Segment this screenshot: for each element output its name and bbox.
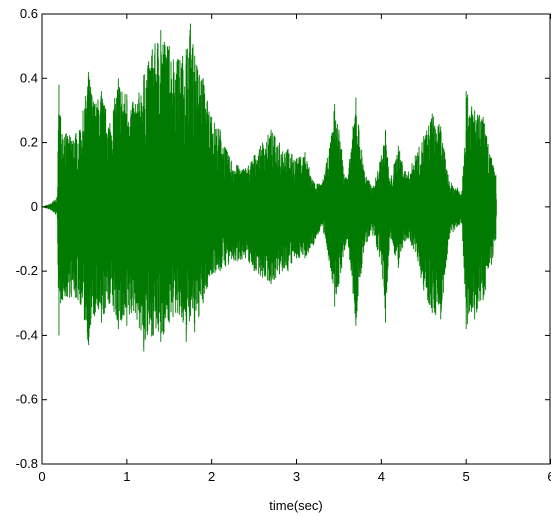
- plot-area: [41, 23, 497, 352]
- waveform-series: [41, 23, 497, 352]
- y-tick-label: 0.6: [20, 6, 38, 21]
- x-tick-label: 2: [208, 469, 215, 484]
- y-tick-label: -0.6: [16, 392, 38, 407]
- x-tick-label: 3: [293, 469, 300, 484]
- y-tick-label: -0.4: [16, 327, 38, 342]
- y-tick-label: 0.2: [20, 135, 38, 150]
- y-axis: -0.8 -0.6 -0.4 -0.2 0 0.2 0.4 0.6: [16, 6, 550, 471]
- x-tick-label: 5: [463, 469, 470, 484]
- x-tick-label: 6: [547, 469, 551, 484]
- x-axis: 0 1 2 3 4 5 6: [38, 14, 551, 484]
- x-tick-label: 1: [123, 469, 130, 484]
- x-tick-label: 0: [38, 469, 45, 484]
- y-tick-label: -0.8: [16, 456, 38, 471]
- y-tick-label: 0.4: [20, 70, 38, 85]
- y-tick-label: -0.2: [16, 263, 38, 278]
- x-tick-label: 4: [378, 469, 385, 484]
- y-tick-label: 0: [31, 199, 38, 214]
- x-axis-label: time(sec): [269, 498, 322, 513]
